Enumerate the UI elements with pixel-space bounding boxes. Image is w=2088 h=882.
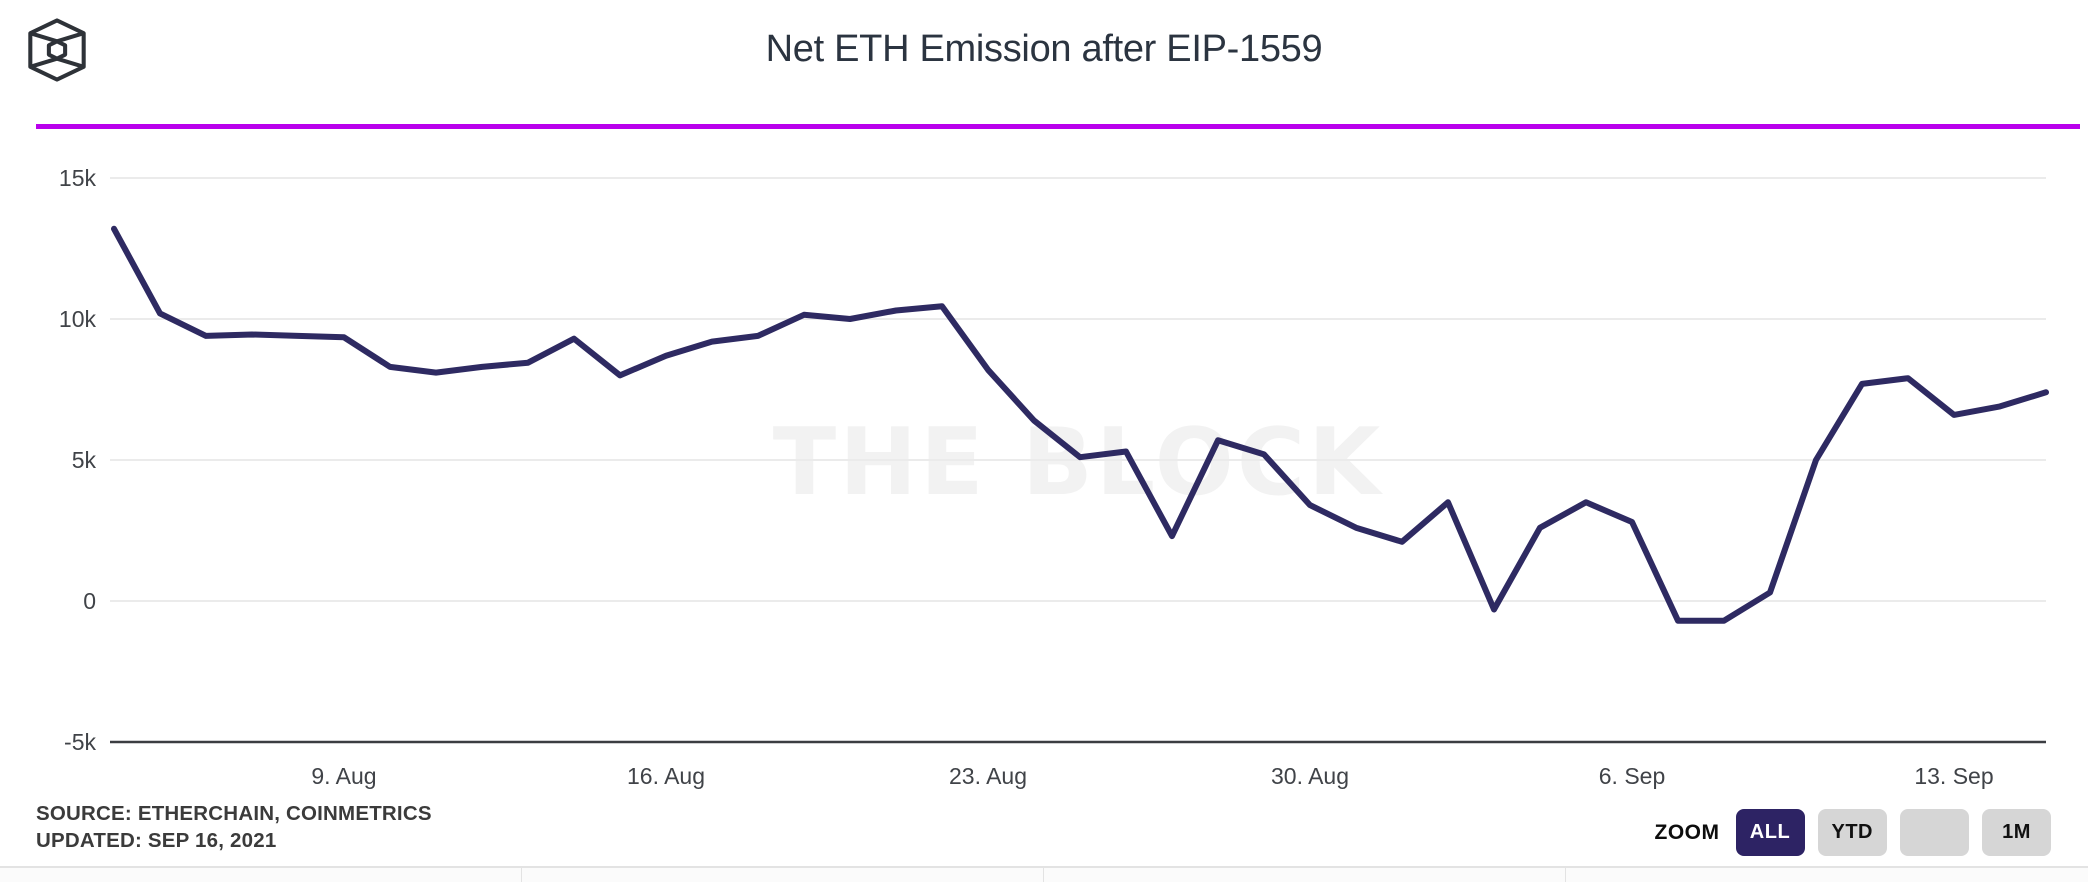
y-axis-label: 0 xyxy=(83,588,96,614)
zoom-controls: ZOOM ALL YTD 1M xyxy=(1654,809,2051,856)
y-axis-label: 15k xyxy=(59,165,97,191)
table-top-edge xyxy=(0,866,2088,882)
table-column-edge xyxy=(0,868,522,882)
table-column-edge xyxy=(1566,868,2088,882)
zoom-button-1m[interactable]: 1M xyxy=(1982,809,2051,856)
table-column-edge xyxy=(522,868,1044,882)
x-axis-label: 16. Aug xyxy=(627,763,705,789)
table-column-edge xyxy=(1044,868,1566,882)
y-axis-label: 10k xyxy=(59,306,97,332)
source-note: SOURCE: ETHERCHAIN, COINMETRICS UPDATED:… xyxy=(36,800,432,854)
x-axis-label: 23. Aug xyxy=(949,763,1027,789)
zoom-button-blank[interactable] xyxy=(1900,809,1969,856)
zoom-label: ZOOM xyxy=(1654,820,1720,844)
x-axis-label: 6. Sep xyxy=(1599,763,1666,789)
logo-diamond-lines xyxy=(29,31,85,69)
source-line: SOURCE: ETHERCHAIN, COINMETRICS xyxy=(36,802,432,825)
updated-line: UPDATED: SEP 16, 2021 xyxy=(36,829,277,852)
x-axis-label: 13. Sep xyxy=(1914,763,1993,789)
page-title: Net ETH Emission after EIP-1559 xyxy=(765,28,1323,70)
accent-divider-line xyxy=(36,124,2080,129)
x-axis-label: 30. Aug xyxy=(1271,763,1349,789)
x-axis-label: 9. Aug xyxy=(311,763,376,789)
zoom-button-ytd[interactable]: YTD xyxy=(1817,809,1887,856)
y-axis-label: 5k xyxy=(72,447,97,473)
zoom-button-all[interactable]: ALL xyxy=(1735,809,1805,856)
emission-line-series[interactable] xyxy=(111,225,2049,624)
y-axis-label: -5k xyxy=(64,729,96,755)
watermark-text: THE BLOCK xyxy=(772,408,1384,516)
the-block-logo xyxy=(28,18,86,82)
